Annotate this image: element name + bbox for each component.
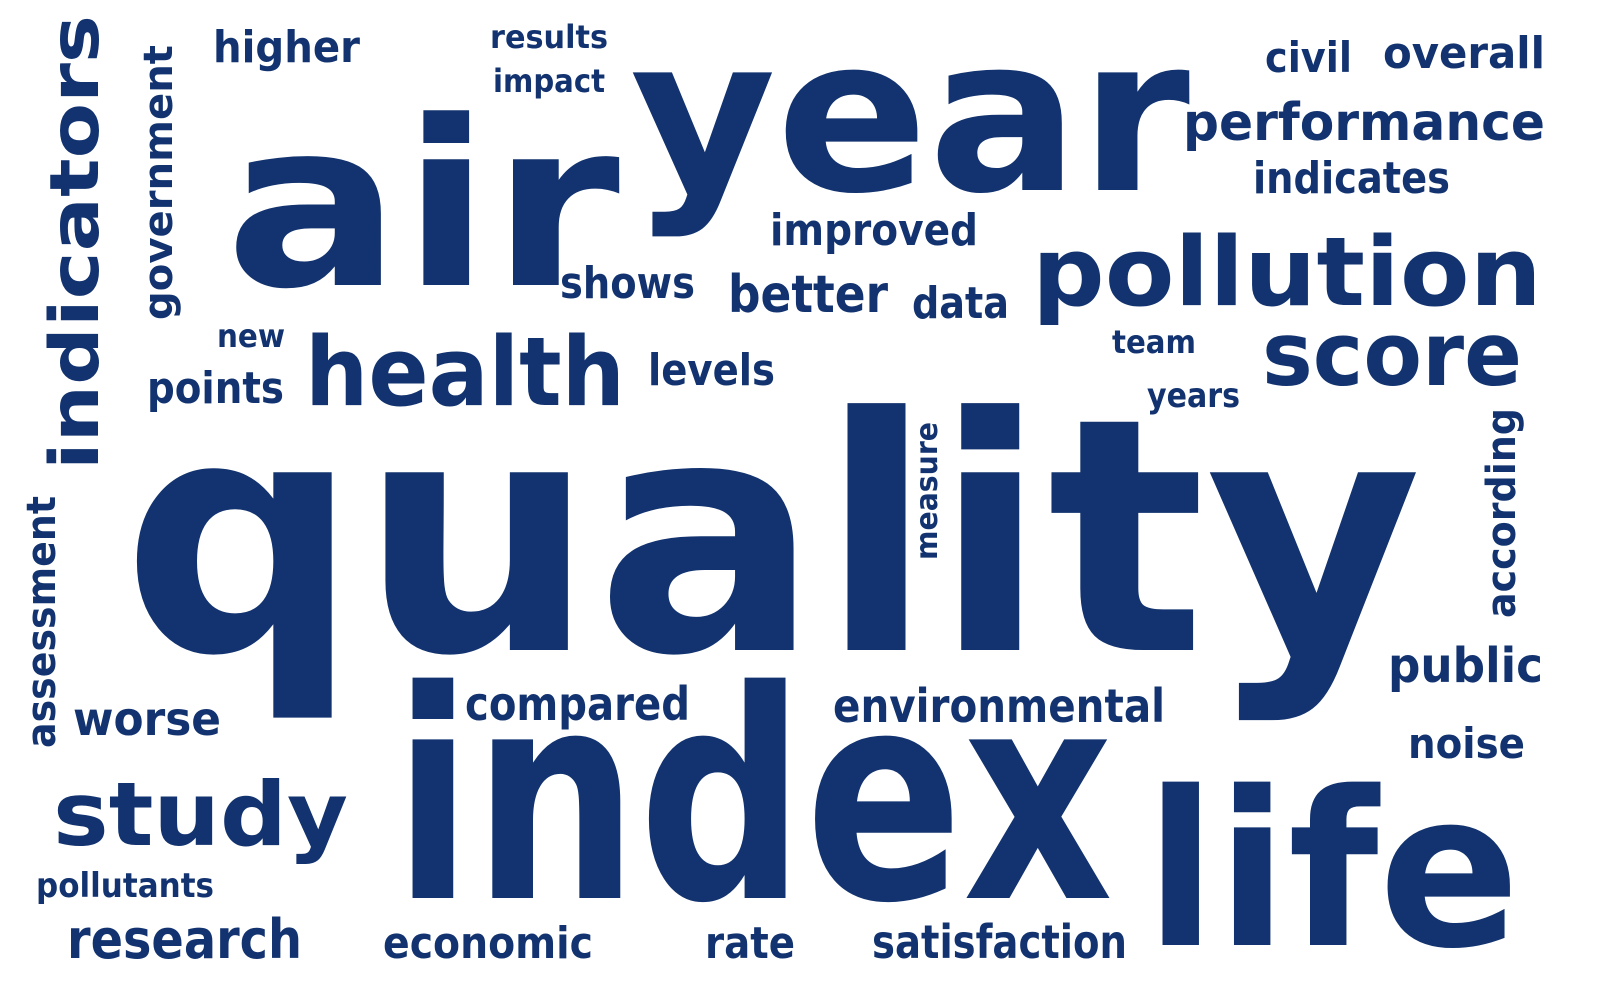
word-civil: civil — [1265, 33, 1352, 82]
word-satisfaction: satisfaction — [872, 915, 1127, 969]
word-health: health — [305, 318, 625, 428]
word-year: year — [630, 0, 1190, 241]
word-pollution: pollution — [1032, 218, 1542, 328]
word-higher: higher — [213, 22, 360, 73]
word-data: data — [912, 278, 1009, 329]
word-measure: measure — [910, 422, 945, 560]
word-indicators: indicators — [36, 15, 115, 470]
word-performance: performance — [1183, 93, 1545, 153]
word-worse: worse — [73, 692, 221, 746]
word-according: according — [1479, 408, 1525, 618]
word-economic: economic — [383, 918, 593, 969]
word-levels: levels — [648, 345, 775, 396]
word-improved: improved — [770, 205, 978, 256]
word-research: research — [67, 908, 302, 971]
word-indicates: indicates — [1253, 153, 1450, 204]
word-years: years — [1147, 376, 1240, 416]
word-rate: rate — [705, 918, 795, 969]
word-score: score — [1262, 303, 1522, 406]
word-index: index — [393, 630, 1113, 967]
word-quality: quality — [122, 348, 1422, 727]
word-overall: overall — [1383, 28, 1545, 79]
word-environmental: environmental — [833, 679, 1165, 733]
word-noise: noise — [1408, 719, 1525, 768]
word-shows: shows — [560, 258, 695, 309]
word-pollutants: pollutants — [36, 866, 214, 906]
word-air: air — [225, 73, 620, 340]
word-study: study — [53, 763, 348, 866]
word-government: government — [136, 45, 182, 320]
word-public: public — [1388, 638, 1543, 694]
word-better: better — [728, 265, 888, 325]
word-points: points — [147, 363, 284, 414]
word-team: team — [1112, 323, 1196, 361]
word-assessment: assessment — [19, 496, 65, 748]
word-impact: impact — [493, 62, 605, 100]
word-results: results — [490, 18, 608, 56]
word-compared: compared — [465, 677, 690, 731]
word-new: new — [217, 317, 285, 355]
word-life: life — [1145, 745, 1520, 996]
